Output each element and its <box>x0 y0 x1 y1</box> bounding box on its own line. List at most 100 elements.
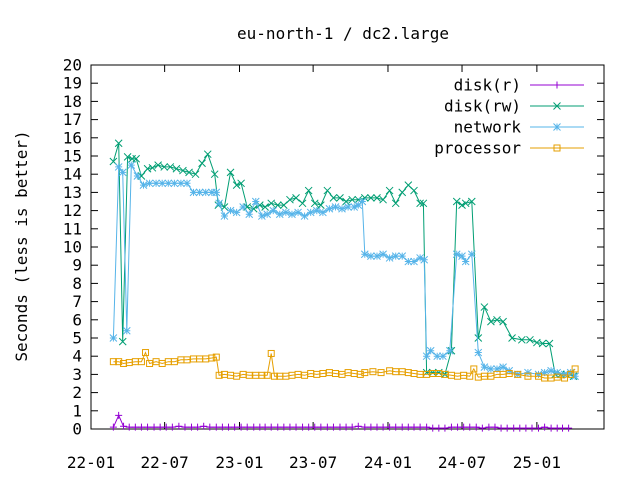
data-point <box>150 423 158 431</box>
data-point <box>565 424 573 432</box>
data-point <box>541 374 549 382</box>
data-point <box>137 358 145 366</box>
data-point <box>170 358 178 366</box>
data-point <box>317 423 325 431</box>
data-point <box>461 199 470 208</box>
x-tick-label: 24-01 <box>364 453 412 472</box>
data-point <box>487 317 495 326</box>
x-tick-label: 23-07 <box>289 453 337 472</box>
data-point <box>386 423 394 431</box>
data-point <box>325 204 334 213</box>
data-point <box>270 372 278 380</box>
data-point <box>447 423 455 431</box>
data-point <box>559 424 567 432</box>
data-point <box>292 194 300 202</box>
data-point <box>367 194 375 202</box>
legend-label: disk(rw) <box>444 97 521 116</box>
legend: disk(r) disk(rw) network processor <box>434 76 584 158</box>
data-point <box>267 423 275 431</box>
data-point <box>360 250 369 259</box>
data-point <box>312 206 321 215</box>
data-point <box>540 368 549 377</box>
legend-label: disk(r) <box>454 76 521 95</box>
data-point <box>510 424 518 432</box>
data-point <box>212 188 221 197</box>
series-line <box>113 351 576 379</box>
data-point <box>426 346 435 355</box>
data-point <box>560 370 569 379</box>
data-point <box>553 368 562 377</box>
data-point <box>458 201 466 209</box>
data-point <box>118 337 127 346</box>
data-point <box>152 179 160 188</box>
data-point <box>534 370 543 379</box>
data-point <box>267 349 275 357</box>
data-point <box>286 195 294 204</box>
data-point <box>433 352 442 361</box>
data-point <box>226 168 235 177</box>
data-point <box>385 186 394 195</box>
data-point <box>338 204 346 213</box>
data-point <box>379 195 387 204</box>
data-point <box>336 423 344 431</box>
data-point <box>207 188 216 197</box>
y-tick-label: 6 <box>72 310 82 329</box>
data-point <box>367 252 375 260</box>
data-point <box>294 208 302 217</box>
data-point <box>160 163 169 171</box>
data-point <box>115 358 123 366</box>
y-tick-label: 20 <box>63 56 82 75</box>
data-point <box>109 358 117 366</box>
data-point <box>133 172 142 180</box>
data-point <box>115 411 123 419</box>
data-point <box>154 161 162 169</box>
data-point <box>258 212 266 220</box>
data-point <box>292 423 300 431</box>
legend-entry: disk(r) <box>454 76 584 95</box>
data-point <box>419 199 428 208</box>
data-point <box>237 423 245 431</box>
data-point <box>273 201 282 209</box>
y-tick-label: 1 <box>72 401 82 420</box>
legend-entry: network <box>454 118 584 137</box>
data-point <box>316 201 325 209</box>
data-point <box>206 423 214 431</box>
y-tick-label: 14 <box>63 165 82 184</box>
data-point <box>379 250 387 259</box>
data-point <box>497 424 505 432</box>
data-point <box>132 154 141 163</box>
data-point <box>524 372 532 380</box>
data-point <box>435 424 443 432</box>
data-point <box>571 372 579 381</box>
data-point <box>491 423 499 431</box>
series-line <box>112 143 574 377</box>
data-point <box>203 150 212 159</box>
data-point <box>162 423 170 431</box>
data-point <box>269 206 278 215</box>
data-point <box>441 370 449 378</box>
data-point <box>474 334 483 342</box>
x-tick-label: 25-01 <box>513 453 561 472</box>
data-point <box>282 208 290 217</box>
data-point <box>123 153 132 161</box>
data-point <box>354 422 362 430</box>
data-point <box>373 194 381 202</box>
data-point <box>144 423 152 431</box>
data-point <box>528 424 536 432</box>
data-point <box>535 424 543 432</box>
data-point <box>350 203 359 211</box>
data-point <box>239 203 248 211</box>
data-point <box>487 365 495 373</box>
data-point <box>329 423 337 431</box>
legend-entry: disk(rw) <box>444 97 584 116</box>
data-point <box>231 423 239 431</box>
data-point <box>480 303 489 311</box>
data-point <box>392 423 400 431</box>
data-point <box>212 423 220 431</box>
data-point <box>385 254 394 262</box>
data-point <box>410 186 418 195</box>
data-point <box>300 212 309 220</box>
data-point <box>561 374 569 382</box>
data-point <box>261 423 269 431</box>
data-point <box>571 365 579 373</box>
